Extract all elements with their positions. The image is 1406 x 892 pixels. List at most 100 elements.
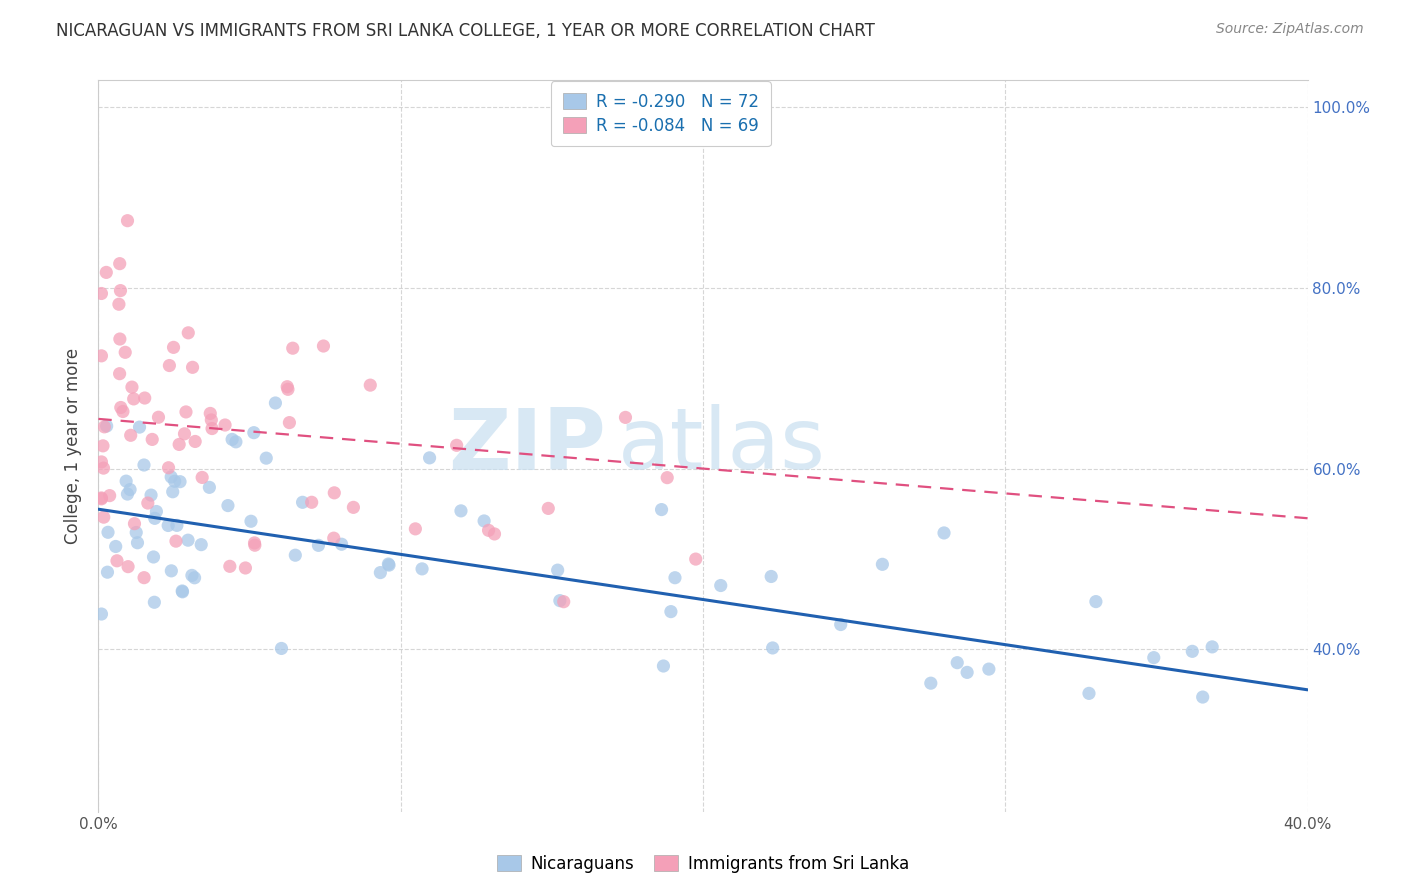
Point [450, 504, 472, 518]
Point [97, 525, 120, 540]
Point [90, 607, 112, 621]
Point [93, 510, 115, 524]
Point [1078, 686, 1101, 700]
Point [96, 565, 118, 579]
Point [1191, 690, 1213, 704]
Point [90, 491, 112, 505]
Point [90, 455, 112, 469]
Point [664, 571, 686, 585]
Point [762, 640, 785, 655]
Point [132, 458, 155, 472]
Point [307, 538, 329, 552]
Point [323, 486, 346, 500]
Point [1201, 640, 1223, 654]
Point [277, 382, 299, 396]
Point [134, 391, 156, 405]
Point [872, 558, 894, 572]
Point [322, 531, 344, 545]
Point [157, 359, 180, 373]
Point [370, 566, 392, 580]
Point [120, 428, 142, 442]
Point [142, 549, 165, 564]
Point [184, 434, 207, 449]
Point [240, 514, 263, 528]
Point [181, 568, 204, 582]
Point [1084, 594, 1107, 608]
Point [98, 489, 121, 503]
Point [157, 518, 180, 533]
Point [90, 491, 112, 506]
Point [110, 401, 132, 415]
Text: Source: ZipAtlas.com: Source: ZipAtlas.com [1216, 22, 1364, 37]
Point [157, 460, 180, 475]
Point [165, 534, 187, 549]
Point [342, 500, 364, 515]
Point [225, 434, 247, 449]
Point [548, 593, 571, 607]
Point [419, 450, 441, 465]
Point [169, 475, 191, 489]
Point [477, 524, 499, 538]
Point [254, 451, 277, 466]
Point [761, 569, 783, 583]
Point [243, 536, 266, 550]
Point [301, 495, 323, 509]
Legend: Nicaraguans, Immigrants from Sri Lanka: Nicaraguans, Immigrants from Sri Lanka [491, 848, 915, 880]
Point [141, 433, 163, 447]
Point [114, 345, 136, 359]
Point [710, 578, 733, 592]
Point [214, 417, 236, 432]
Text: ZIP: ZIP [449, 404, 606, 488]
Point [111, 404, 134, 418]
Point [1181, 644, 1204, 658]
Point [651, 502, 673, 516]
Point [547, 563, 569, 577]
Point [93, 461, 115, 475]
Point [125, 525, 148, 540]
Point [652, 659, 675, 673]
Point [191, 470, 214, 484]
Point [243, 425, 266, 440]
Point [276, 380, 298, 394]
Point [172, 584, 194, 599]
Point [143, 595, 166, 609]
Point [330, 537, 353, 551]
Point [614, 410, 637, 425]
Point [132, 571, 155, 585]
Point [90, 286, 112, 301]
Point [90, 349, 112, 363]
Point [108, 297, 131, 311]
Point [117, 487, 139, 501]
Point [977, 662, 1000, 676]
Point [93, 420, 115, 434]
Point [110, 284, 132, 298]
Point [136, 496, 159, 510]
Point [148, 410, 170, 425]
Point [108, 367, 131, 381]
Point [124, 516, 146, 531]
Point [190, 538, 212, 552]
Point [201, 421, 224, 435]
Point [108, 257, 131, 271]
Point [145, 504, 167, 518]
Point [117, 213, 139, 227]
Point [117, 559, 139, 574]
Point [91, 439, 114, 453]
Point [166, 518, 188, 533]
Point [162, 484, 184, 499]
Point [139, 488, 162, 502]
Point [143, 511, 166, 525]
Point [312, 339, 335, 353]
Point [270, 641, 292, 656]
Point [198, 480, 221, 494]
Point [218, 559, 240, 574]
Point [163, 475, 186, 489]
Point [177, 533, 200, 548]
Point [235, 561, 257, 575]
Point [105, 554, 128, 568]
Point [484, 527, 506, 541]
Point [359, 378, 381, 392]
Point [932, 525, 955, 540]
Point [104, 540, 127, 554]
Text: NICARAGUAN VS IMMIGRANTS FROM SRI LANKA COLLEGE, 1 YEAR OR MORE CORRELATION CHAR: NICARAGUAN VS IMMIGRANTS FROM SRI LANKA … [56, 22, 875, 40]
